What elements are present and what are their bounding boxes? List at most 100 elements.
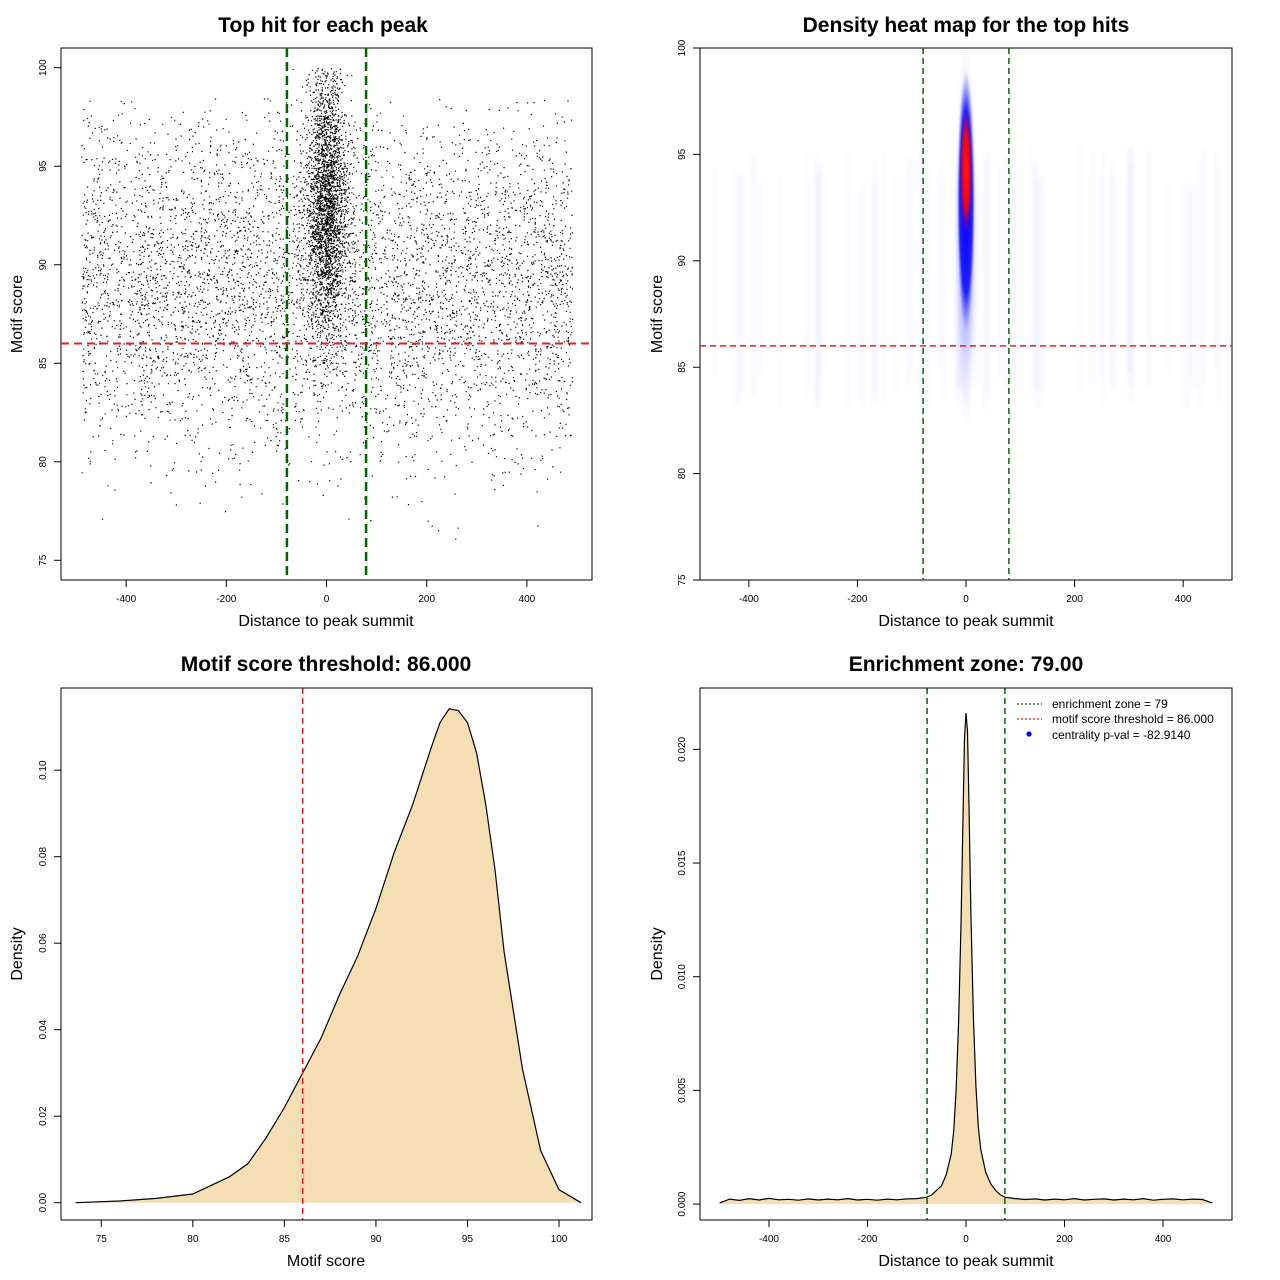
y-tick-label: 80 [677,468,688,480]
heat-faint-band [759,180,764,378]
reference-lines [61,48,592,580]
density-area [719,712,1213,1205]
x-tick-label: 400 [519,594,536,605]
heat-faint-band [1078,145,1083,392]
y-tick-label: 0.010 [677,964,688,989]
y-tick-label: 0.015 [677,850,688,875]
scatter-points [81,68,574,540]
x-tick-label: 100 [551,1234,568,1245]
x-tick-label: 80 [187,1234,199,1245]
x-axis: -400 -200 0 200 400 [739,580,1192,605]
heat-faint-band [939,162,943,373]
central-cluster-points [292,68,366,428]
y-tick-label: 85 [38,357,49,369]
legend: enrichment zone = 79 motif score thresho… [1017,697,1214,742]
y-axis-label: Density [649,927,666,980]
chart-title: Enrichment zone: 79.00 [849,653,1084,676]
heat-faint-band [1099,174,1104,381]
x-tick-label: -200 [216,594,236,605]
heat-faint-band [872,182,878,407]
heat-faint-band [1217,159,1221,407]
heat-faint-band [882,153,887,402]
heat-faint-band [845,150,850,405]
heat-faint-band [905,154,912,387]
x-axis-label: Distance to peak summit [878,1253,1054,1270]
x-tick-label: 0 [324,594,330,605]
y-tick-label: 95 [38,160,49,172]
plot-frame [60,687,593,1221]
y-tick-label: 0.005 [677,1077,688,1102]
heat-faint-band [925,167,931,408]
heat-faint-band [1028,144,1032,396]
heat-red-peak [960,107,972,236]
x-tick-label: 400 [1155,1234,1172,1245]
y-tick-label: 95 [677,148,688,160]
heat-faint-band [1201,146,1206,386]
y-axis: 75 80 85 90 95 100 [677,39,700,586]
heat-faint-band [1037,179,1044,410]
heat-faint-band [1214,152,1219,371]
x-tick-label: -200 [847,594,867,605]
heat-faint-band [918,149,925,406]
x-axis-label: Motif score [287,1253,365,1270]
heat-faint-band [1197,160,1202,406]
heat-faint-band [909,159,914,371]
density-curve [719,712,1213,1204]
heat-faint-band [1013,162,1017,402]
heat-faint-band [986,150,991,397]
x-tick-label: -400 [116,594,136,605]
chart-title: Top hit for each peak [218,14,428,37]
legend-label-enrichment: enrichment zone = 79 [1052,697,1168,711]
x-tick-label: 400 [1175,594,1192,605]
y-tick-label: 85 [677,361,688,373]
y-tick-label: 90 [677,255,688,267]
heat-faint-band [1101,151,1105,406]
y-axis: 0.000 0.005 0.010 0.015 0.020 [677,736,700,1217]
heat-faint-band [713,167,717,379]
x-tick-label: -400 [759,1234,779,1245]
heat-faint-band [1033,162,1038,407]
x-axis-label: Distance to peak summit [878,613,1054,630]
y-axis-label: Motif score [9,275,26,353]
chart-title: Motif score threshold: 86.000 [181,653,472,676]
x-axis: 75 80 85 90 95 100 [96,1220,568,1245]
y-axis: 75 80 85 90 95 100 [38,59,61,566]
y-tick-label: 0.020 [677,736,688,761]
density-area [75,708,582,1204]
x-tick-label: -400 [739,594,759,605]
y-tick-label: 0.10 [38,760,49,780]
x-tick-label: 200 [1066,594,1083,605]
y-axis: 0.00 0.02 0.04 0.06 0.08 0.10 [38,760,61,1212]
x-tick-label: 90 [370,1234,382,1245]
y-tick-label: 0.06 [38,933,49,953]
density-fill [75,708,581,1203]
heat-faint-band [1183,182,1190,408]
x-tick-label: 0 [963,594,969,605]
y-tick-label: 0.00 [38,1193,49,1213]
reference-lines [700,48,1232,580]
panel-scatter: Top hit for each peak -400 -200 0 200 400 75… [9,14,593,630]
background-points [81,98,574,540]
heat-faint-band [778,177,781,407]
density-curve [75,708,582,1204]
y-tick-label: 90 [38,259,49,271]
x-tick-label: 200 [1056,1234,1073,1245]
heat-faint-band [982,158,989,410]
chart-title: Density heat map for the top hits [803,14,1130,37]
y-tick-label: 0.08 [38,847,49,867]
heat-faint-band [1189,182,1196,388]
heat-faint-band [1146,150,1152,391]
y-tick-label: 80 [38,456,49,468]
y-axis-label: Density [9,927,26,980]
heat-faint-band [1003,155,1010,389]
heat-faint-band [805,153,809,398]
heat-faint-band [751,155,757,398]
heat-faint-band [808,181,812,390]
heatmap-surface [713,48,1232,445]
x-axis: -400 -200 0 200 400 [759,1220,1172,1245]
density-fill [719,713,1213,1205]
heat-faint-band [1128,180,1132,373]
y-axis-label: Motif score [649,275,666,353]
y-tick-label: 0.04 [38,1020,49,1040]
